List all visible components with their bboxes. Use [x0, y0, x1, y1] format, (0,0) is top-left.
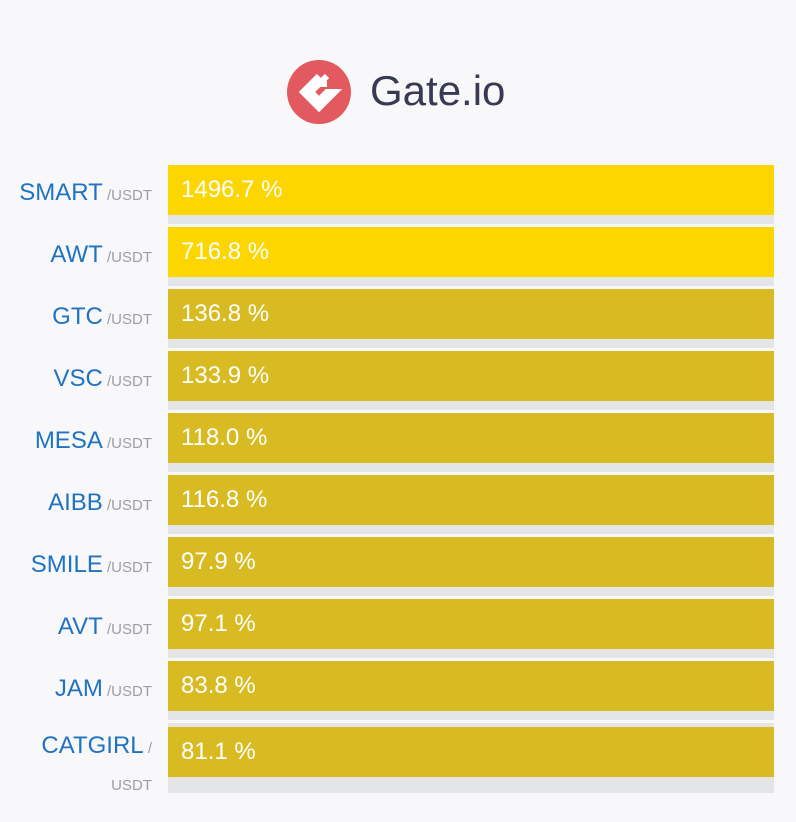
quote-label: /USDT: [102, 497, 152, 514]
quote-label: /USDT: [102, 249, 152, 266]
bar-track: 97.1 %: [168, 599, 774, 658]
quote-label: /USDT: [102, 683, 152, 700]
bar: 97.1 %: [168, 599, 774, 649]
bar-track: 136.8 %: [168, 289, 774, 348]
bar-row: SMILE /USDT 97.9 %: [0, 537, 796, 599]
quote-label: USDT: [111, 777, 152, 794]
symbol-label: SMILE: [30, 551, 103, 578]
pair-label: GTC /USDT: [0, 303, 152, 331]
bar-value-label: 136.8 %: [181, 300, 270, 327]
bar: 116.8 %: [168, 475, 774, 525]
bar-track: 118.0 %: [168, 413, 774, 472]
bar-value-label: 116.8 %: [181, 486, 268, 513]
symbol-label: AVT: [57, 613, 103, 640]
pair-label: SMILE /USDT: [0, 551, 152, 579]
bar-value-label: 81.1 %: [181, 738, 256, 765]
bar-row: AWT /USDT 716.8 %: [0, 227, 796, 289]
bar-row: AVT /USDT 97.1 %: [0, 599, 796, 661]
quote-label: /USDT: [102, 187, 152, 204]
bar: 136.8 %: [168, 289, 774, 339]
symbol-label: CATGIRL: [41, 732, 144, 759]
quote-label-slash: /: [143, 740, 152, 757]
bar: 118.0 %: [168, 413, 774, 463]
symbol-label: VSC: [53, 365, 103, 392]
gateio-logo-icon: [287, 60, 351, 124]
bar-value-label: 97.9 %: [181, 548, 256, 575]
brand-name: Gate.io: [370, 67, 506, 114]
symbol-label: GTC: [52, 303, 103, 330]
pair-label: SMART /USDT: [0, 179, 152, 207]
pair-label: AWT /USDT: [0, 241, 152, 269]
symbol-label: AWT: [50, 241, 103, 268]
bar: 716.8 %: [168, 227, 774, 277]
bar-row: GTC /USDT 136.8 %: [0, 289, 796, 351]
bar-chart: SMART /USDT 1496.7 % AWT /USDT 716.8 % GTC /…: [0, 165, 796, 795]
bar-track: 716.8 %: [168, 227, 774, 286]
bar: 83.8 %: [168, 661, 774, 711]
symbol-label: AIBB: [48, 489, 103, 516]
bar-row: VSC /USDT 133.9 %: [0, 351, 796, 413]
pair-label: MESA /USDT: [0, 427, 152, 455]
pair-label: AVT /USDT: [0, 613, 152, 641]
bar-track: 133.9 %: [168, 351, 774, 410]
bar: 1496.7 %: [168, 165, 774, 215]
symbol-label: MESA: [34, 427, 103, 454]
quote-label: /USDT: [102, 435, 152, 452]
quote-label: /USDT: [102, 373, 152, 390]
pair-label: JAM /USDT: [0, 675, 152, 703]
quote-label: /USDT: [102, 311, 152, 328]
bar-track: 116.8 %: [168, 475, 774, 534]
pair-label: AIBB /USDT: [0, 489, 152, 517]
bar-row: SMART /USDT 1496.7 %: [0, 165, 796, 227]
bar-track: 97.9 %: [168, 537, 774, 596]
bar-track: 1496.7 %: [168, 165, 774, 224]
symbol-label: JAM: [54, 675, 103, 702]
bar-value-label: 716.8 %: [181, 238, 270, 265]
pair-label: CATGIRL / USDT: [0, 727, 152, 798]
bar-track: 81.1 %: [168, 723, 774, 793]
bar: 97.9 %: [168, 537, 774, 587]
bar-value-label: 83.8 %: [181, 672, 256, 699]
bar-value-label: 97.1 %: [181, 610, 256, 637]
bar-value-label: 118.0 %: [181, 424, 268, 451]
quote-label: /USDT: [102, 621, 152, 638]
symbol-label: SMART: [19, 179, 103, 206]
bar: 81.1 %: [168, 727, 774, 777]
pair-label: VSC /USDT: [0, 365, 152, 393]
quote-label: /USDT: [102, 559, 152, 576]
bar-track: 83.8 %: [168, 661, 774, 720]
bar-row: MESA /USDT 118.0 %: [0, 413, 796, 475]
bar-value-label: 133.9 %: [181, 362, 270, 389]
bar-row: AIBB /USDT 116.8 %: [0, 475, 796, 537]
bar-row: JAM /USDT 83.8 %: [0, 661, 796, 723]
bar: 133.9 %: [168, 351, 774, 401]
bar-value-label: 1496.7 %: [181, 176, 283, 203]
bar-row: CATGIRL / USDT 81.1 %: [0, 723, 796, 795]
